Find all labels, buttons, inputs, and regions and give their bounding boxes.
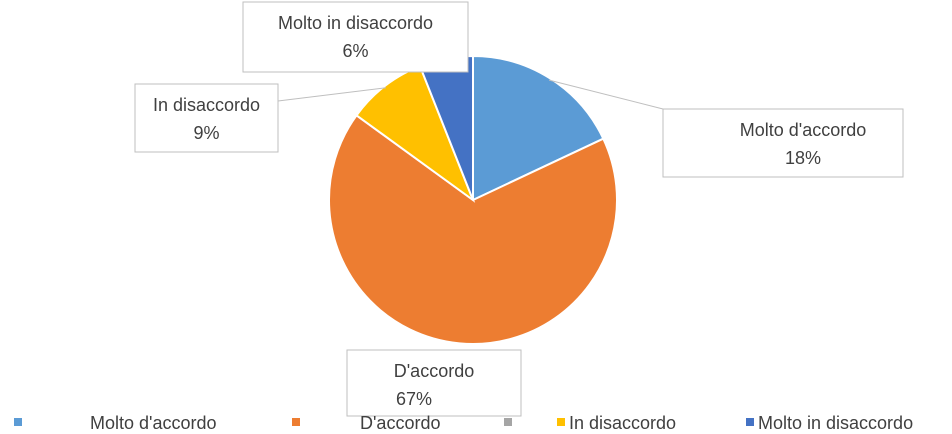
legend-label: D'accordo [360,413,440,433]
data-label-category: Molto d'accordo [740,120,867,140]
legend-entry-molto-in-disaccordo: Molto in disaccordo [746,413,913,433]
data-label-box-molto-d-accordo [662,108,904,178]
legend-marker [746,418,754,426]
pie-slice-molto-d-accordo [472,54,605,202]
data-label-percent: 9% [193,123,219,143]
data-label-d-accordo: D'accordo 67% [346,349,522,417]
data-label-molto-in-disaccordo: Molto in disaccordo 6% [242,1,469,73]
legend-label: Molto d'accordo [90,413,217,433]
data-label-box-molto-in-disaccordo [242,1,469,73]
legend-entry-in-disaccordo: In disaccordo [557,413,676,433]
legend-marker [504,418,512,426]
data-callouts: Molto d'accordo 18% D'accordo 67% In disacco… [134,1,904,417]
legend-entry-unlabeled [504,418,512,426]
legend-entry-d-accordo: D'accordo [292,413,440,433]
data-label-molto-d-accordo: Molto d'accordo 18% [662,108,904,178]
pie-slices [328,54,618,345]
leader-line-molto-d-accordo [548,79,664,110]
data-label-percent: 6% [342,41,368,61]
data-label-box-in-disaccordo [134,83,279,153]
data-label-category: In disaccordo [153,95,260,115]
legend-marker [14,418,22,426]
legend-label: Molto in disaccordo [758,413,913,433]
data-label-percent: 67% [396,389,432,409]
legend: Molto d'accordo D'accordo In disaccordo Mol… [14,413,913,433]
data-label-category: D'accordo [394,361,474,381]
legend-entry-molto-d-accordo: Molto d'accordo [14,413,217,433]
data-label-category: Molto in disaccordo [278,13,433,33]
data-label-percent: 18% [785,148,821,168]
legend-label: In disaccordo [569,413,676,433]
legend-marker [292,418,300,426]
leader-line-in-disaccordo [277,87,387,102]
pie-slice-d-accordo [328,113,618,345]
legend-marker [557,418,565,426]
data-label-box-d-accordo [346,349,522,417]
data-label-in-disaccordo: In disaccordo 9% [134,83,279,153]
